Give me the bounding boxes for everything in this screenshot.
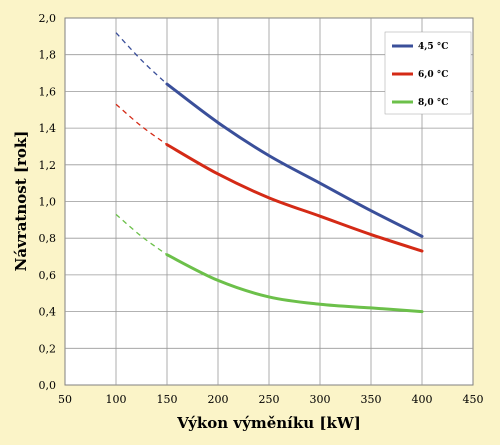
y-tick-label: 0,8	[39, 232, 57, 245]
y-tick-label: 0,6	[39, 269, 57, 282]
x-tick-label: 250	[259, 393, 280, 406]
x-tick-label: 200	[208, 393, 229, 406]
series-line	[165, 143, 424, 253]
tick-labels: 0,0 0,2 0,4 0,6 0,8 1,0 1,2 1,4 1,6 1,8 2,0 50 100 15…	[39, 12, 484, 406]
series-line-extrapolated	[115, 32, 168, 85]
y-tick-label: 0,4	[39, 306, 57, 319]
legend-label: 4,5 °C	[418, 42, 448, 52]
y-tick-label: 1,6	[39, 85, 57, 98]
y-tick-label: 0,0	[39, 379, 57, 392]
series-line	[165, 82, 424, 238]
y-tick-label: 1,0	[39, 196, 57, 209]
y-tick-label: 0,2	[39, 342, 57, 355]
x-tick-label: 450	[463, 393, 484, 406]
x-tick-label: 50	[58, 393, 72, 406]
y-tick-label: 1,2	[39, 159, 57, 172]
grid	[65, 18, 473, 385]
series-line-extrapolated	[115, 213, 168, 256]
x-tick-label: 300	[310, 393, 331, 406]
y-tick-label: 1,4	[39, 122, 57, 135]
legend-label: 8,0 °C	[418, 98, 448, 108]
legend-label: 6,0 °C	[418, 70, 448, 80]
series-line	[165, 253, 424, 314]
y-axis-label: Návratnost [rok]	[12, 131, 30, 272]
series-line-extrapolated	[115, 103, 168, 146]
legend: 4,5 °C 6,0 °C 8,0 °C	[392, 42, 448, 108]
x-tick-label: 400	[412, 393, 433, 406]
x-axis-label: Výkon výměníku [kW]	[176, 414, 361, 432]
x-tick-label: 100	[106, 393, 127, 406]
x-tick-label: 150	[157, 393, 178, 406]
x-tick-label: 350	[361, 393, 382, 406]
series-lines	[115, 32, 424, 314]
y-tick-label: 1,8	[39, 49, 57, 62]
y-tick-label: 2,0	[39, 12, 57, 25]
